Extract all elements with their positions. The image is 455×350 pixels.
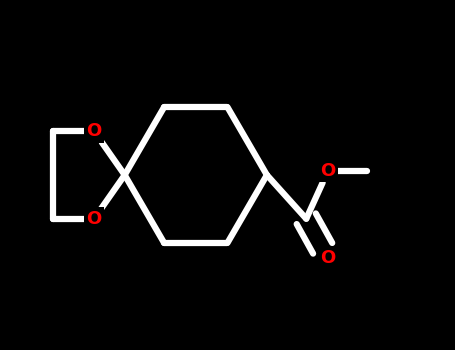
Text: O: O bbox=[86, 210, 101, 228]
Text: O: O bbox=[320, 162, 336, 180]
Text: O: O bbox=[86, 122, 101, 140]
Text: O: O bbox=[320, 249, 336, 267]
